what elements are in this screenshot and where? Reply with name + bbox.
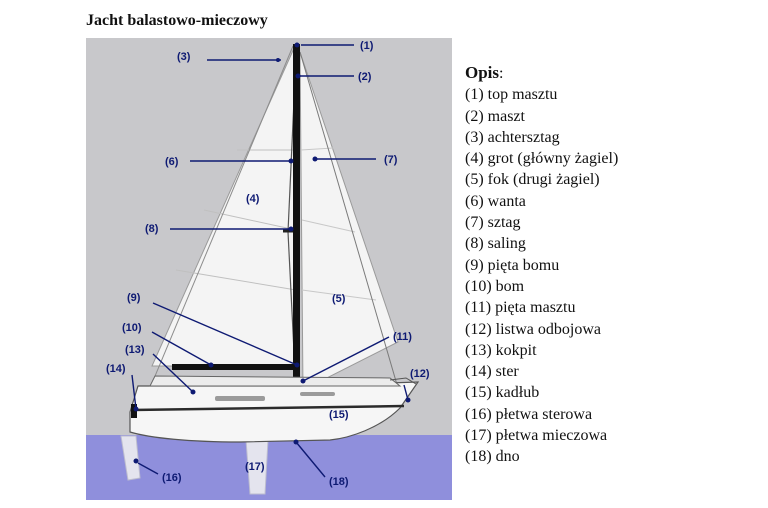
sailboat-diagram: (1) (2) (3) (4) (5) (6) (7) (8) (9) (10)… xyxy=(86,38,452,500)
callout-6: (6) xyxy=(165,156,179,168)
hull xyxy=(129,381,420,443)
hull-stripe xyxy=(131,404,405,412)
pulpit xyxy=(389,377,417,385)
forestay xyxy=(299,51,401,396)
legend-item: (12) listwa odbojowa xyxy=(465,320,601,338)
callout-18: (18) xyxy=(329,476,349,488)
legend-item: (14) ster xyxy=(465,363,519,381)
callout-14: (14) xyxy=(106,363,126,375)
callout-13: (13) xyxy=(125,344,145,356)
legend-item: (6) wanta xyxy=(465,192,526,210)
legend-heading: Opis xyxy=(465,63,500,82)
legend-item: (1) top masztu xyxy=(465,86,558,104)
legend-item: (10) bom xyxy=(465,277,525,295)
legend-item: (11) pięta masztu xyxy=(465,299,576,317)
legend-item: (15) kadłub xyxy=(465,384,540,402)
callout-7: (7) xyxy=(384,154,398,166)
legend-item: (2) maszt xyxy=(465,107,525,125)
callout-11: (11) xyxy=(393,331,412,343)
callout-dots xyxy=(133,42,411,464)
callout-8: (8) xyxy=(145,223,159,235)
callout-2: (2) xyxy=(358,71,372,83)
legend-list: (1) top masztu (2) maszt (3) achtersztag… xyxy=(465,84,618,467)
legend-item: (7) sztag xyxy=(465,214,521,232)
callout-5: (5) xyxy=(332,293,346,305)
callout-15: (15) xyxy=(329,409,349,421)
callout-leaders xyxy=(131,44,409,478)
legend-heading-line: Opis: xyxy=(465,63,504,82)
rudder-stock xyxy=(131,404,137,418)
boom xyxy=(172,364,300,370)
legend-item: (9) pięta bomu xyxy=(465,256,560,274)
mainsail-battens xyxy=(175,149,297,291)
legend-item: (8) saling xyxy=(465,235,526,253)
diagram-title: Jacht balastowo-mieczowy xyxy=(86,12,268,29)
legend-item: (13) kokpit xyxy=(465,341,537,359)
legend-item: (16) płetwa sterowa xyxy=(465,405,593,423)
cabin xyxy=(149,375,402,387)
legend-item: (5) fok (drugi żagiel) xyxy=(465,171,600,189)
legend-item: (18) dno xyxy=(465,448,520,466)
legend-item: (4) grot (główny żagiel) xyxy=(465,150,619,168)
legend-item: (17) płetwa mieczowa xyxy=(465,427,608,445)
legend-item: (3) achtersztag xyxy=(465,128,560,146)
callout-1: (1) xyxy=(360,40,374,52)
callout-17: (17) xyxy=(245,461,265,473)
callout-3: (3) xyxy=(177,51,191,63)
callout-9: (9) xyxy=(127,292,141,304)
callout-4: (4) xyxy=(246,193,260,205)
mast xyxy=(293,44,300,394)
water-background xyxy=(86,435,452,500)
callout-12: (12) xyxy=(410,368,430,380)
cabin-windows xyxy=(215,392,335,401)
callout-10: (10) xyxy=(122,322,142,334)
callout-16: (16) xyxy=(162,472,182,484)
rudder-blade xyxy=(120,435,141,481)
legend: Opis: (1) top masztu (2) maszt (3) achte… xyxy=(465,62,618,468)
